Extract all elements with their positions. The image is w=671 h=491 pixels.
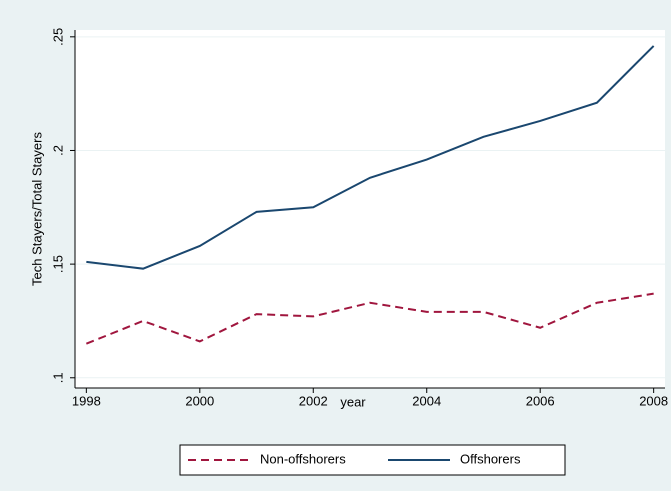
x-tick-label: 2008 [639,393,668,408]
x-tick-label: 2000 [185,393,214,408]
y-tick-label: .1 [50,372,65,383]
y-axis-label: Tech Stayers/Total Stayers [29,132,44,286]
y-tick-label: .15 [50,255,65,273]
x-tick-label: 1998 [72,393,101,408]
data-line [85,292,654,345]
y-tick-label: .25 [50,28,65,46]
data-line [86,45,655,270]
legend-label: Offshorers [460,451,521,466]
plot-area [75,30,665,388]
x-axis-label: year [340,394,366,409]
y-tick-label: .2 [50,145,65,156]
legend-label: Non-offshorers [260,451,346,466]
x-tick-label: 2004 [412,393,441,408]
x-tick-label: 2002 [299,393,328,408]
x-tick-label: 2006 [526,393,555,408]
